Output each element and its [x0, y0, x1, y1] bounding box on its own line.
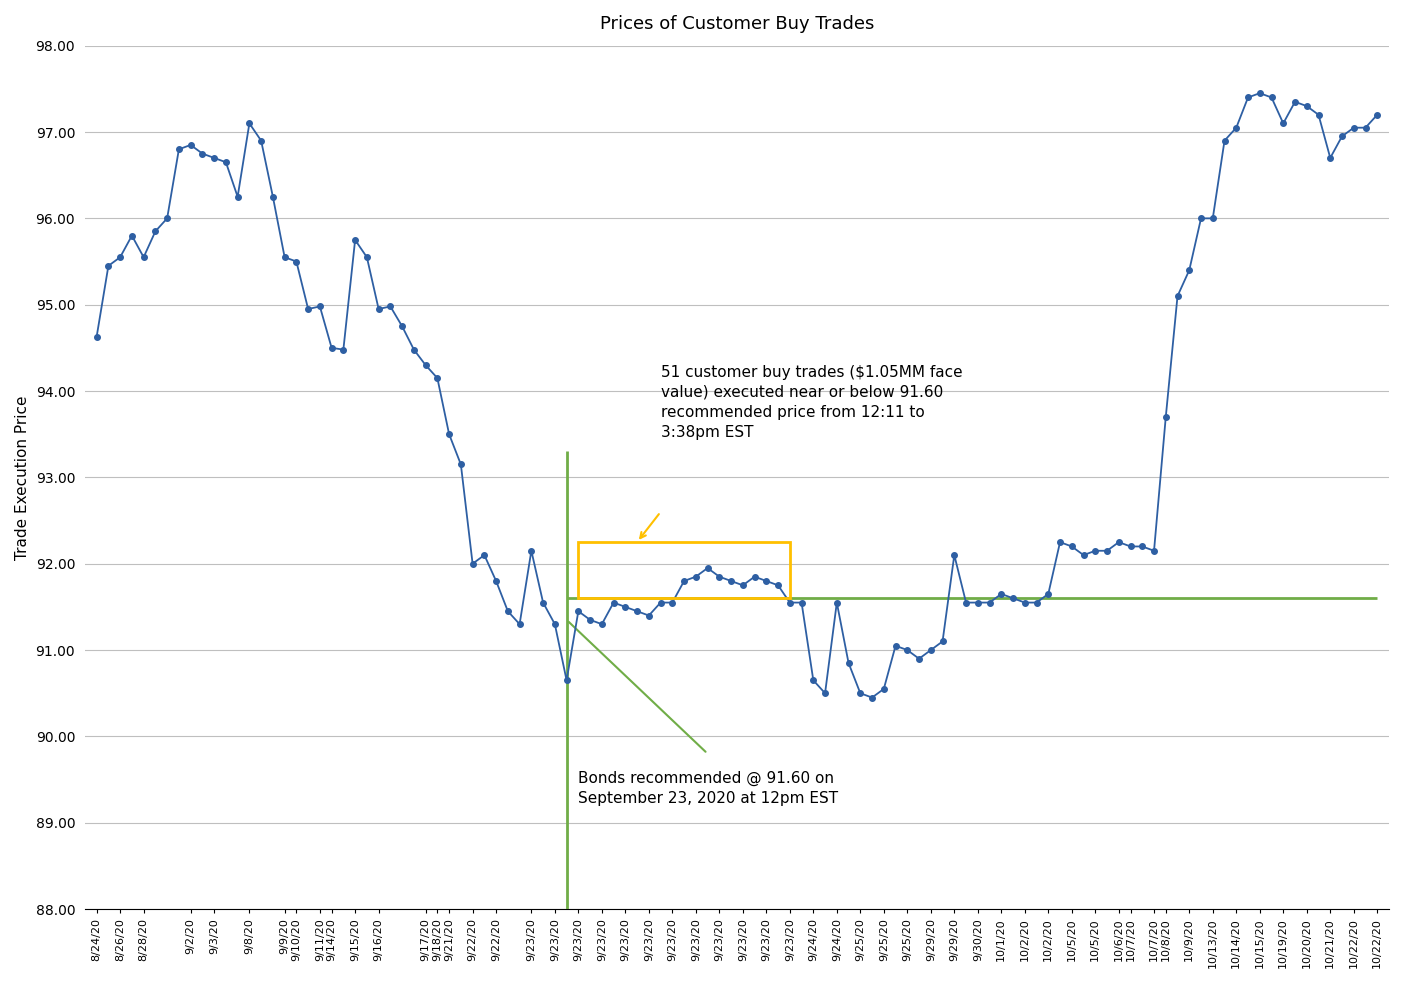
- Text: 51 customer buy trades ($1.05MM face
value) executed near or below 91.60
recomme: 51 customer buy trades ($1.05MM face val…: [661, 365, 962, 439]
- Title: Prices of Customer Buy Trades: Prices of Customer Buy Trades: [600, 15, 875, 33]
- Y-axis label: Trade Execution Price: Trade Execution Price: [15, 395, 29, 559]
- Bar: [578, 543, 790, 599]
- Text: Bonds recommended @ 91.60 on
September 23, 2020 at 12pm EST: Bonds recommended @ 91.60 on September 2…: [578, 771, 838, 806]
